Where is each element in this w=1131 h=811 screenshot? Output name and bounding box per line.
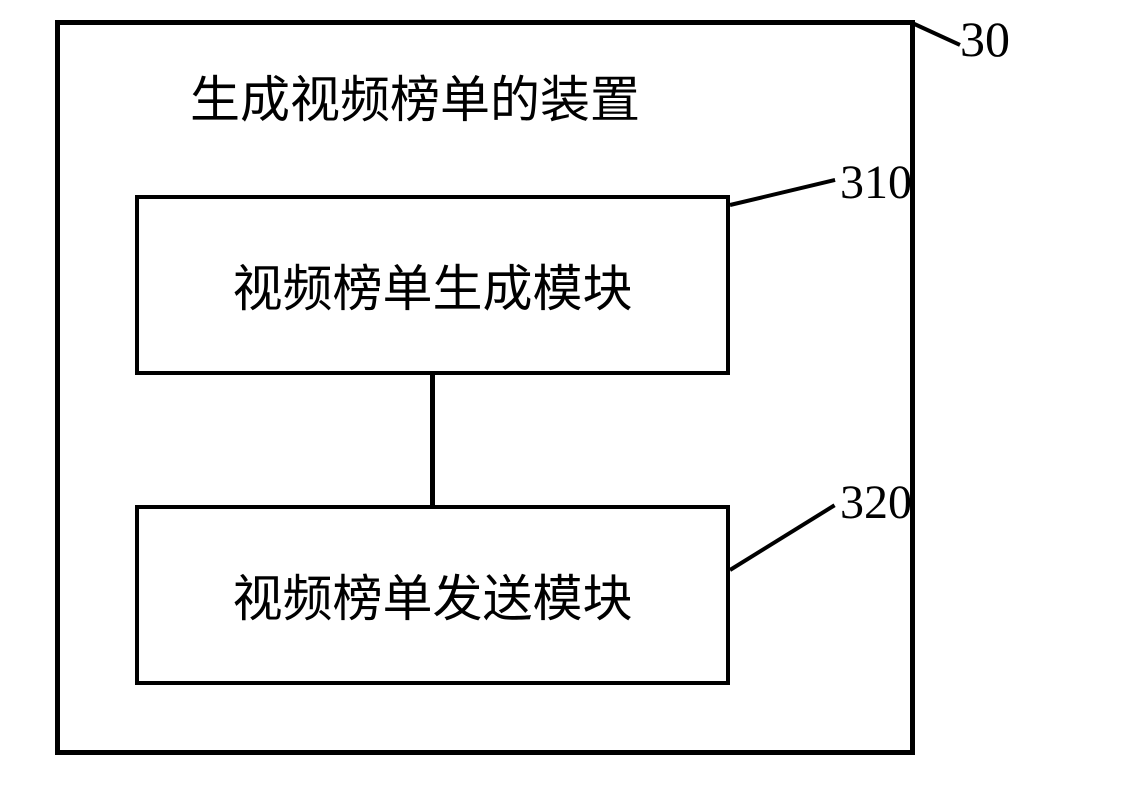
module-2-text: 视频榜单发送模块 xyxy=(233,559,633,631)
module-2-label: 320 xyxy=(840,475,912,530)
module-1-label: 310 xyxy=(840,155,912,210)
module-1-text: 视频榜单生成模块 xyxy=(233,249,633,321)
diagram-title: 生成视频榜单的装置 xyxy=(190,60,640,132)
connector-line xyxy=(430,375,435,505)
module-2-box: 视频榜单发送模块 xyxy=(135,505,730,685)
module-1-box: 视频榜单生成模块 xyxy=(135,195,730,375)
outer-box-label: 30 xyxy=(960,10,1010,68)
outer-box-leader-line xyxy=(909,20,961,47)
